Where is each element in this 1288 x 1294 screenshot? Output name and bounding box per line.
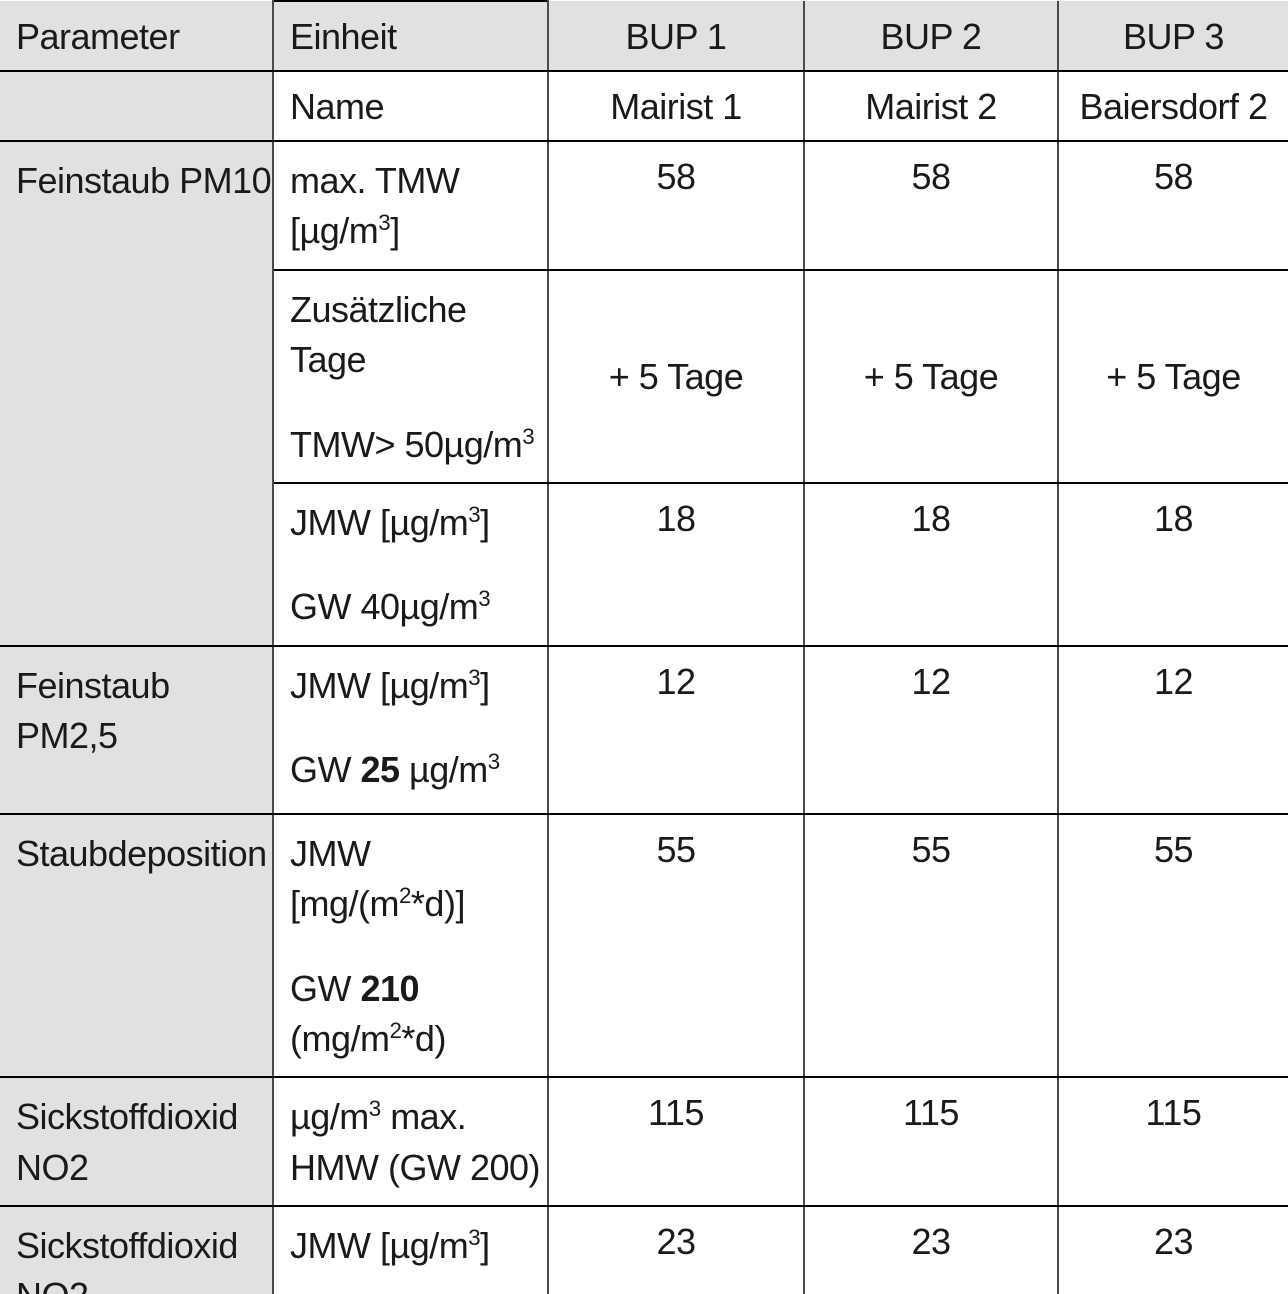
value-cell-bup2: 23 (803, 1205, 1059, 1294)
unit-cell-jmw-staub: JMW [mg/(m2*d)] GW 210 (mg/m2*d) (272, 812, 549, 1079)
unit-paragraph: Zusätzliche Tage (290, 285, 539, 386)
unit-cell-zusaetzliche-tage: Zusätzliche Tage TMW> 50µg/m3 (273, 268, 549, 484)
value-cell-bup3: 12 (1057, 644, 1288, 815)
unit-line: (mg/m2*d) (290, 1017, 446, 1059)
name-label: Name (290, 86, 385, 127)
param-cell-no2-hmw: Sickstoffdioxid NO2 (0, 1076, 274, 1208)
unit-paragraph: JMW [µg/m3] (290, 661, 539, 711)
param-cell-feinstaub-pm10: Feinstaub PM10 (0, 140, 274, 647)
header-parameter-label: Parameter (16, 15, 180, 57)
value-cell-bup3: 18 (1057, 481, 1288, 647)
header-einheit: Einheit (272, 0, 549, 72)
param-line: NO2 (16, 1146, 89, 1188)
unit-line: Tage (290, 339, 367, 381)
table-header-row: Parameter Einheit BUP 1 BUP 2 BUP 3 (0, 0, 1288, 72)
unit-line: µg/m3 max. (290, 1096, 467, 1138)
header-parameter: Parameter (0, 1, 274, 72)
param-line: PM2,5 (16, 715, 118, 757)
unit-cell-jmw-no2: JMW [µg/m3] (Grenzwert 35) (272, 1205, 549, 1294)
param-line: Feinstaub PM10 (16, 160, 272, 201)
unit-paragraph: JMW [µg/m3] (290, 1221, 539, 1271)
unit-paragraph: JMW [µg/m3] (290, 498, 539, 548)
unit-line: JMW (290, 832, 371, 874)
table-row: Sickstoffdioxid NO2 µg/m3 max. HMW (GW 2… (0, 1076, 1288, 1208)
value-cell-bup2: 115 (803, 1076, 1059, 1208)
param-line: Feinstaub (16, 664, 170, 706)
unit-line: GW 210 (290, 967, 420, 1009)
param-line: Staubdeposition (16, 832, 267, 874)
value-cell-bup3: 115 (1057, 1076, 1288, 1208)
header-bup-2: BUP 2 (803, 1, 1059, 72)
unit-cell-max-tmw: max. TMW [µg/m3] (272, 140, 549, 271)
header-bup-1: BUP 1 (547, 1, 805, 72)
value-cell-bup3: 55 (1057, 812, 1288, 1079)
value-cell-bup3: 58 (1057, 140, 1288, 271)
value-cell-bup1: 55 (547, 812, 805, 1079)
unit-paragraph: GW 40µg/m3 (290, 582, 539, 632)
value-cell-bup1: 58 (547, 140, 805, 271)
unit-line: JMW [µg/m3] (290, 1225, 490, 1267)
unit-line: TMW> 50µg/m3 (290, 423, 535, 465)
table-row: JMW [µg/m3] GW 40µg/m3 18 18 18 (0, 481, 1288, 647)
station-name-mairist1: Mairist 1 (547, 70, 805, 142)
value-cell-bup1: + 5 Tage (547, 268, 805, 484)
value-cell-bup2: 12 (803, 644, 1059, 815)
value-cell-bup1: 115 (547, 1076, 805, 1208)
station-name-mairist2: Mairist 2 (803, 70, 1059, 142)
unit-line: GW 25 µg/m3 (290, 749, 500, 791)
header-bup3-label: BUP 3 (1123, 15, 1224, 57)
table-row: Sickstoffdioxid NO2 JMW [µg/m3] (Grenzwe… (0, 1205, 1288, 1294)
unit-paragraph: µg/m3 max. HMW (GW 200) (290, 1092, 541, 1193)
unit-cell-jmw-pm10: JMW [µg/m3] GW 40µg/m3 (273, 481, 549, 647)
header-bup-3: BUP 3 (1057, 1, 1288, 72)
value-cell-bup1: 12 (547, 644, 805, 815)
value-cell-bup1: 23 (547, 1205, 805, 1294)
unit-paragraph: GW 25 µg/m3 (290, 745, 539, 795)
unit-line: HMW (GW 200) (290, 1146, 541, 1188)
unit-paragraph: JMW [mg/(m2*d)] (290, 829, 539, 930)
name-label-cell: Name (272, 70, 549, 142)
unit-cell-hmw-no2: µg/m3 max. HMW (GW 200) (272, 1076, 549, 1208)
value-cell-bup3: + 5 Tage (1057, 268, 1288, 484)
unit-line: [mg/(m2*d)] (290, 883, 465, 925)
table-row: Feinstaub PM2,5 JMW [µg/m3] GW 25 µg/m3 … (0, 644, 1288, 815)
param-line: Sickstoffdioxid (16, 1096, 238, 1138)
param-cell-feinstaub-pm25: Feinstaub PM2,5 (0, 644, 274, 815)
unit-line: Zusätzliche (290, 288, 467, 330)
header-bup1-label: BUP 1 (625, 15, 727, 57)
station-name-baiersdorf2: Baiersdorf 2 (1057, 70, 1288, 142)
param-line: Sickstoffdioxid (16, 1225, 238, 1267)
unit-line: JMW [µg/m3] (290, 501, 490, 543)
unit-paragraph: max. TMW [µg/m3] (290, 156, 539, 257)
header-einheit-label: Einheit (290, 16, 397, 57)
unit-cell-jmw-pm25: JMW [µg/m3] GW 25 µg/m3 (272, 644, 549, 815)
value-cell-bup3: 23 (1057, 1205, 1288, 1294)
value-cell-bup2: + 5 Tage (803, 268, 1059, 484)
unit-line: [µg/m3] (290, 210, 400, 252)
param-cell-no2-jmw: Sickstoffdioxid NO2 (0, 1205, 274, 1294)
value-cell-bup1: 18 (547, 481, 805, 647)
station-name-row: Name Mairist 1 Mairist 2 Baiersdorf 2 (0, 70, 1288, 142)
table-row: Feinstaub PM10 max. TMW [µg/m3] 58 58 58 (0, 140, 1288, 647)
header-bup2-label: BUP 2 (880, 15, 982, 57)
unit-paragraph: TMW> 50µg/m3 (290, 420, 539, 470)
table-row: Zusätzliche Tage TMW> 50µg/m3 + 5 Tage +… (0, 268, 1288, 484)
param-cell-empty (0, 70, 274, 142)
table-row: Staubdeposition JMW [mg/(m2*d)] GW 210 (… (0, 812, 1288, 1079)
value-cell-bup2: 18 (803, 481, 1059, 647)
unit-line: max. TMW (290, 160, 460, 201)
unit-line: JMW [µg/m3] (290, 664, 490, 706)
value-cell-bup2: 55 (803, 812, 1059, 1079)
param-cell-staubdeposition: Staubdeposition (0, 812, 274, 1079)
unit-line: GW 40µg/m3 (290, 586, 491, 628)
unit-paragraph: GW 210 (mg/m2*d) (290, 964, 539, 1065)
param-line: NO2 (16, 1271, 264, 1294)
value-cell-bup2: 58 (803, 140, 1059, 271)
